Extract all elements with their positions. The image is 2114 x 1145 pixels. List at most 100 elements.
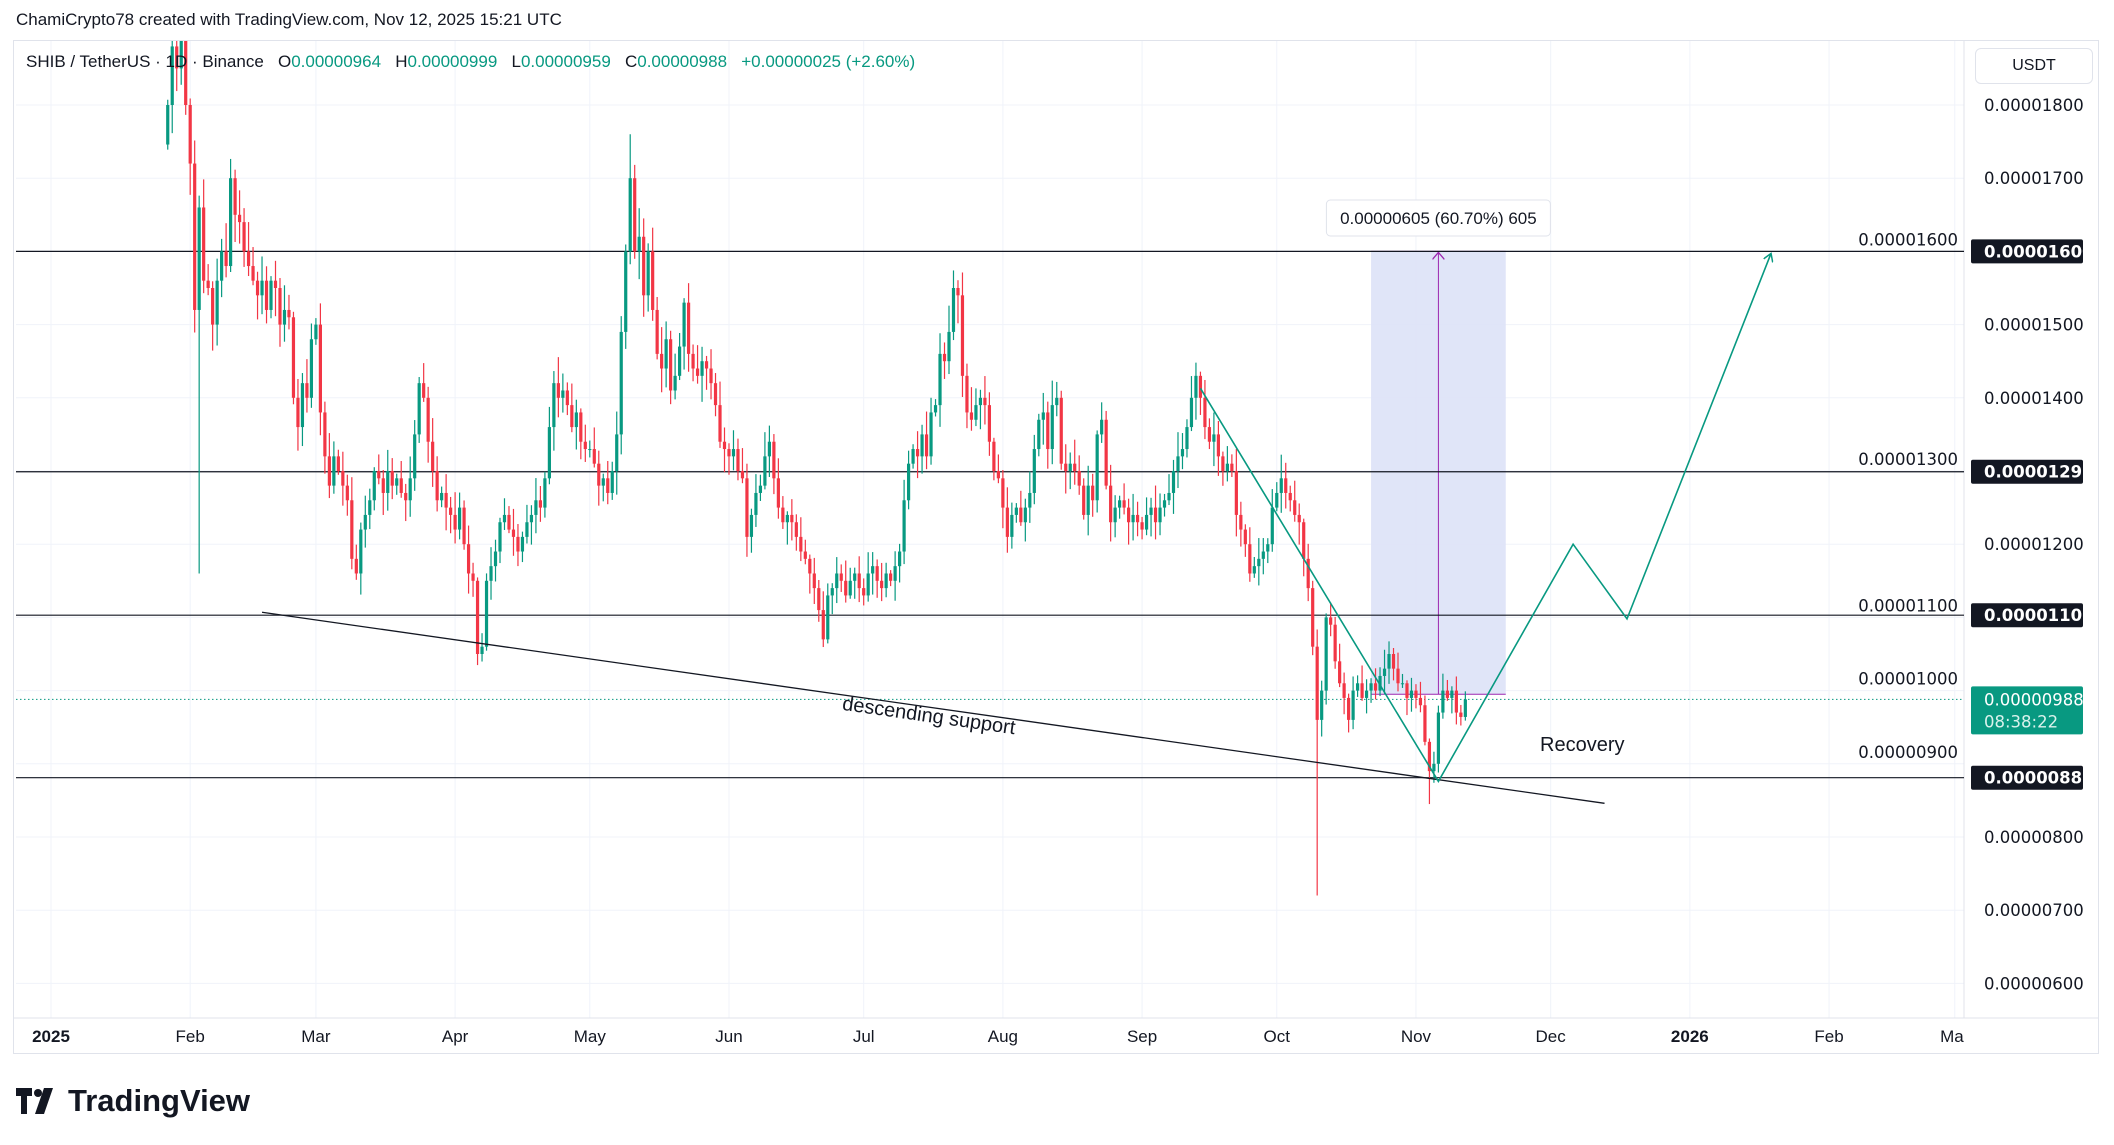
candle[interactable] bbox=[767, 425, 771, 478]
candle[interactable] bbox=[727, 443, 731, 475]
candle[interactable] bbox=[422, 363, 426, 402]
candle[interactable] bbox=[642, 218, 646, 317]
candle[interactable] bbox=[776, 458, 780, 519]
candle[interactable] bbox=[368, 488, 372, 530]
candle[interactable] bbox=[408, 456, 412, 517]
candle[interactable] bbox=[498, 517, 502, 564]
candle[interactable] bbox=[291, 311, 296, 405]
candle[interactable] bbox=[812, 557, 816, 605]
candle[interactable] bbox=[597, 450, 601, 506]
candle[interactable] bbox=[1423, 695, 1427, 746]
candle[interactable] bbox=[862, 578, 866, 606]
candle[interactable] bbox=[1261, 538, 1265, 575]
candle[interactable] bbox=[669, 330, 673, 405]
candle[interactable] bbox=[1225, 446, 1229, 482]
candle[interactable] bbox=[1405, 680, 1409, 716]
descending-support-line[interactable] bbox=[261, 611, 1605, 804]
candle[interactable] bbox=[1041, 392, 1045, 445]
candle[interactable] bbox=[1216, 420, 1220, 476]
candle[interactable] bbox=[758, 474, 763, 501]
candle[interactable] bbox=[453, 492, 457, 544]
candle[interactable] bbox=[646, 243, 650, 312]
candle[interactable] bbox=[1005, 487, 1009, 553]
candle[interactable] bbox=[785, 511, 789, 545]
candle[interactable] bbox=[1153, 485, 1158, 540]
candle[interactable] bbox=[933, 399, 938, 417]
candle[interactable] bbox=[1073, 439, 1077, 485]
candle[interactable] bbox=[1396, 652, 1400, 692]
candle[interactable] bbox=[1180, 433, 1185, 470]
candle[interactable] bbox=[951, 270, 956, 341]
candle[interactable] bbox=[1234, 448, 1238, 537]
candle[interactable] bbox=[844, 560, 848, 603]
candle[interactable] bbox=[633, 164, 637, 259]
candle[interactable] bbox=[1113, 495, 1117, 538]
candle[interactable] bbox=[848, 567, 852, 599]
candle[interactable] bbox=[678, 332, 682, 381]
candle[interactable] bbox=[1441, 673, 1445, 719]
candle[interactable] bbox=[1118, 495, 1122, 519]
candle[interactable] bbox=[1144, 497, 1149, 536]
candle[interactable] bbox=[538, 486, 543, 522]
candle[interactable] bbox=[242, 208, 246, 267]
candle[interactable] bbox=[1028, 471, 1032, 523]
candle[interactable] bbox=[1450, 686, 1454, 714]
candle[interactable] bbox=[1050, 380, 1054, 465]
candle[interactable] bbox=[390, 458, 394, 500]
candle[interactable] bbox=[493, 539, 498, 582]
candle[interactable] bbox=[273, 260, 278, 317]
candle[interactable] bbox=[906, 450, 911, 510]
candle[interactable] bbox=[1037, 413, 1041, 457]
candle[interactable] bbox=[314, 318, 318, 345]
tradingview-logo[interactable]: TradingView bbox=[16, 1083, 250, 1119]
candle[interactable] bbox=[749, 508, 754, 553]
candle[interactable] bbox=[282, 285, 287, 342]
candle[interactable] bbox=[745, 463, 749, 557]
candle[interactable] bbox=[1198, 371, 1203, 415]
candle[interactable] bbox=[1100, 402, 1104, 443]
candle[interactable] bbox=[709, 349, 713, 400]
candle[interactable] bbox=[233, 169, 237, 243]
candle[interactable] bbox=[574, 399, 578, 450]
candle[interactable] bbox=[1284, 462, 1288, 509]
candle[interactable] bbox=[655, 296, 659, 360]
candle[interactable] bbox=[1454, 676, 1458, 725]
candle[interactable] bbox=[808, 554, 812, 594]
candle[interactable] bbox=[601, 473, 605, 502]
candle[interactable] bbox=[817, 579, 821, 622]
candle[interactable] bbox=[1171, 459, 1176, 514]
candle[interactable] bbox=[1023, 498, 1027, 542]
candle[interactable] bbox=[1266, 538, 1270, 564]
candle[interactable] bbox=[431, 418, 435, 487]
candle[interactable] bbox=[695, 345, 700, 384]
candle[interactable] bbox=[350, 477, 354, 570]
candle[interactable] bbox=[1091, 473, 1095, 517]
candle[interactable] bbox=[372, 467, 376, 511]
candle[interactable] bbox=[1109, 464, 1113, 542]
candle[interactable] bbox=[269, 276, 273, 319]
candle[interactable] bbox=[682, 298, 686, 370]
candle[interactable] bbox=[1391, 647, 1396, 681]
candle[interactable] bbox=[206, 264, 210, 296]
candle[interactable] bbox=[1288, 485, 1292, 512]
recovery-projection-path[interactable] bbox=[1199, 254, 1770, 783]
candle[interactable] bbox=[1333, 616, 1337, 669]
candle[interactable] bbox=[1131, 493, 1135, 541]
candle[interactable] bbox=[588, 440, 592, 458]
candle[interactable] bbox=[790, 499, 794, 541]
candle[interactable] bbox=[1243, 524, 1247, 557]
candle[interactable] bbox=[624, 244, 628, 349]
candle[interactable] bbox=[381, 470, 385, 515]
candle[interactable] bbox=[1059, 390, 1063, 470]
candle[interactable] bbox=[1432, 751, 1436, 783]
candle[interactable] bbox=[826, 583, 830, 644]
price-axis[interactable]: 0.00000600 0.00000700 0.00000800 0.00000900… bbox=[1858, 96, 2093, 993]
candle[interactable] bbox=[188, 98, 192, 195]
symbol-name[interactable]: SHIB / TetherUS · 1D · Binance bbox=[26, 52, 264, 71]
candle[interactable] bbox=[898, 543, 902, 583]
candle[interactable] bbox=[184, 13, 188, 115]
candle[interactable] bbox=[305, 359, 309, 413]
candle[interactable] bbox=[413, 420, 417, 491]
candle[interactable] bbox=[395, 473, 399, 495]
